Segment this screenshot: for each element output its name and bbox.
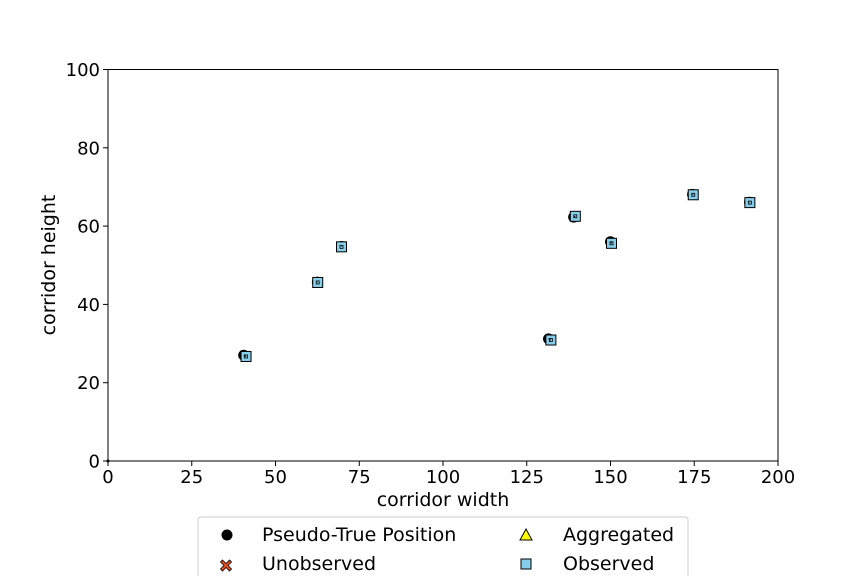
y-tick-label: 20 [77, 373, 100, 394]
x-tick-label: 50 [264, 467, 287, 488]
x-axis-label: corridor width [377, 489, 510, 511]
observed-point-center [339, 244, 344, 249]
x-tick-label: 200 [761, 467, 795, 488]
markers-layer [106, 188, 756, 463]
ticks-layer: 0 25 50 75 100 125 150 175 200 0 20 40 60 80 100 [66, 60, 796, 488]
legend: Pseudo-True Position Unobserved Aggregat… [197, 516, 689, 576]
x-tick-label: 0 [102, 467, 113, 488]
y-tick-label: 100 [66, 60, 100, 81]
legend-frame [197, 516, 689, 576]
x-tick-label: 75 [348, 467, 371, 488]
legend-marker-observed [520, 558, 532, 570]
legend-marker-aggregated [519, 527, 533, 541]
legend-marker-unobserved [219, 559, 233, 572]
x-tick-label: 150 [593, 467, 627, 488]
observed-point-center [609, 241, 614, 246]
legend-label-unobserved: Unobserved [262, 553, 376, 575]
legend-label-aggregated: Aggregated [563, 524, 674, 546]
observed-point-center [573, 214, 578, 219]
legend-label-observed: Observed [563, 553, 654, 575]
observed-point-center [691, 192, 696, 197]
x-tick-label: 125 [510, 467, 544, 488]
x-tick-label: 175 [677, 467, 711, 488]
observed-point-center [315, 280, 320, 285]
observed-point-center [244, 354, 248, 359]
x-tick-label: 100 [426, 467, 460, 488]
y-tick-label: 0 [89, 452, 100, 473]
legend-label-pseudo-true: Pseudo-True Position [262, 524, 456, 546]
y-axis-label: corridor height [38, 195, 60, 336]
observed-point-center [548, 338, 553, 342]
y-tick-label: 60 [77, 217, 100, 238]
plot-frame [107, 69, 779, 462]
y-tick-label: 40 [77, 295, 100, 316]
observed-point-center [747, 200, 752, 205]
y-tick-label: 80 [77, 138, 100, 159]
legend-marker-pseudo-true [221, 529, 233, 541]
x-tick-label: 25 [180, 467, 203, 488]
